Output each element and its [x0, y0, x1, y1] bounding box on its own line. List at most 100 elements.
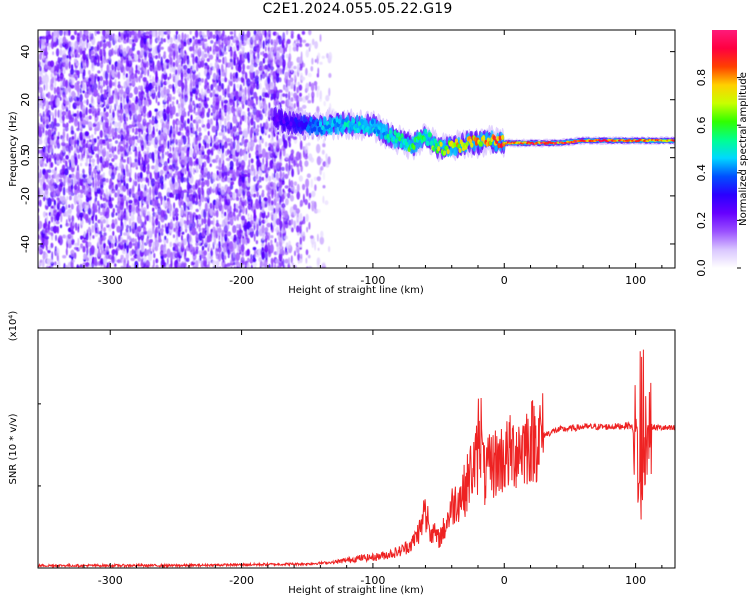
noise-speckle — [225, 198, 231, 206]
noise-speckle — [286, 192, 291, 199]
noise-speckle — [201, 118, 204, 126]
noise-speckle — [240, 250, 245, 256]
noise-speckle — [239, 223, 242, 228]
noise-speckle — [255, 229, 259, 237]
noise-speckle — [198, 250, 202, 256]
noise-speckle — [316, 143, 321, 154]
noise-speckle — [206, 179, 210, 187]
noise-speckle — [137, 30, 142, 39]
noise-speckle — [55, 220, 60, 225]
noise-speckle — [286, 30, 289, 36]
noise-speckle — [143, 58, 147, 64]
noise-speckle — [165, 80, 170, 85]
noise-speckle — [108, 114, 113, 123]
noise-speckle — [143, 67, 147, 76]
noise-speckle — [186, 125, 190, 134]
noise-speckle — [155, 264, 159, 268]
noise-speckle — [87, 121, 93, 129]
noise-speckle — [311, 202, 315, 212]
noise-speckle — [55, 48, 60, 57]
noise-speckle — [122, 47, 127, 57]
noise-speckle — [267, 242, 270, 249]
noise-speckle — [308, 221, 311, 230]
noise-speckle — [329, 102, 332, 112]
noise-speckle — [215, 30, 219, 36]
noise-speckle — [103, 107, 106, 112]
noise-speckle — [86, 140, 89, 144]
noise-speckle — [269, 52, 274, 60]
noise-speckle — [63, 69, 66, 75]
noise-speckle — [284, 71, 289, 79]
noise-speckle — [192, 36, 195, 40]
noise-speckle — [58, 59, 63, 70]
noise-speckle — [208, 260, 210, 268]
noise-speckle — [123, 257, 127, 264]
noise-speckle — [218, 132, 223, 136]
noise-speckle — [127, 151, 132, 155]
noise-speckle — [268, 123, 271, 129]
noise-speckle — [195, 193, 198, 203]
noise-speckle — [239, 84, 243, 92]
noise-speckle — [111, 64, 115, 71]
noise-speckle — [321, 262, 326, 267]
noise-speckle — [187, 118, 190, 124]
noise-speckle — [160, 87, 165, 97]
noise-speckle — [246, 262, 250, 268]
noise-speckle — [255, 95, 259, 102]
noise-speckle — [270, 239, 273, 245]
noise-speckle — [142, 105, 147, 114]
noise-speckle — [98, 83, 101, 91]
noise-speckle — [146, 211, 151, 216]
noise-speckle — [189, 222, 193, 232]
noise-speckle — [132, 127, 135, 133]
noise-speckle — [81, 104, 86, 114]
noise-speckle — [189, 38, 193, 43]
noise-speckle — [50, 134, 55, 141]
noise-speckle — [256, 124, 260, 129]
noise-speckle — [108, 32, 113, 42]
noise-speckle — [242, 111, 246, 116]
noise-speckle — [221, 83, 224, 90]
noise-speckle — [235, 188, 239, 194]
noise-speckle — [46, 265, 49, 268]
noise-speckle — [160, 30, 165, 38]
noise-speckle — [134, 238, 137, 245]
noise-speckle — [146, 38, 149, 44]
noise-speckle — [65, 160, 68, 167]
noise-speckle — [200, 78, 204, 83]
noise-speckle — [223, 211, 227, 217]
signal-cell — [311, 119, 315, 125]
noise-speckle — [206, 171, 211, 180]
noise-speckle — [157, 35, 160, 41]
noise-speckle — [120, 32, 124, 41]
noise-speckle — [88, 217, 91, 225]
noise-speckle — [197, 119, 202, 124]
noise-speckle — [124, 240, 127, 250]
noise-speckle — [97, 226, 100, 233]
noise-speckle — [230, 235, 234, 240]
noise-speckle — [114, 103, 117, 112]
noise-speckle — [290, 194, 294, 202]
noise-speckle — [86, 98, 89, 106]
noise-speckle — [305, 143, 308, 147]
noise-speckle — [232, 46, 236, 52]
noise-speckle — [151, 115, 155, 121]
noise-speckle — [270, 202, 275, 212]
noise-speckle — [285, 162, 289, 172]
noise-speckle — [125, 116, 129, 122]
noise-speckle — [228, 191, 234, 198]
noise-speckle — [327, 156, 331, 165]
noise-speckle — [264, 218, 269, 224]
noise-speckle — [79, 101, 83, 105]
noise-speckle — [201, 145, 205, 152]
noise-speckle — [284, 220, 288, 225]
noise-speckle — [307, 265, 313, 268]
noise-speckle — [272, 141, 277, 147]
noise-speckle — [237, 244, 242, 248]
noise-speckle — [233, 261, 236, 266]
noise-speckle — [97, 107, 101, 113]
noise-speckle — [184, 51, 188, 61]
noise-speckle — [188, 103, 193, 111]
noise-speckle — [236, 56, 239, 65]
noise-speckle — [212, 89, 216, 95]
